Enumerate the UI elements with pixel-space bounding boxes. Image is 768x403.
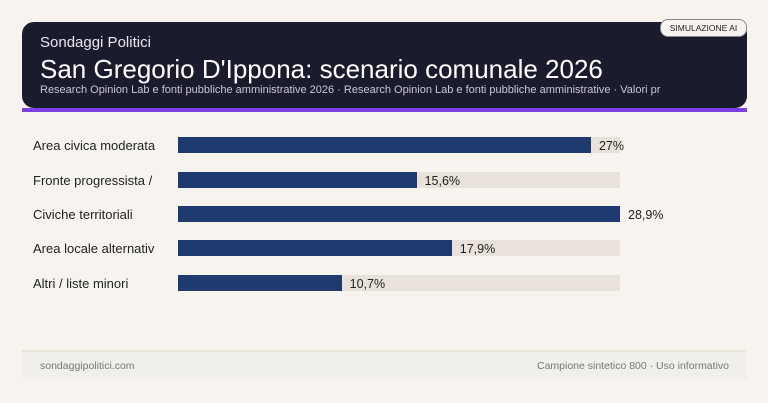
subtitle: Research Opinion Lab e fonti pubbliche a… <box>40 84 661 96</box>
bar <box>178 275 342 291</box>
bar <box>178 240 452 256</box>
footer-site: sondaggipolitici.com <box>40 360 135 372</box>
category-label: Fronte progressista / <box>33 173 153 188</box>
bar <box>178 137 591 153</box>
value-label: 28,9% <box>628 208 664 222</box>
accent-bar <box>22 108 747 112</box>
footer: sondaggipolitici.com Campione sintetico … <box>22 350 747 379</box>
category-label: Area locale alternativ <box>33 241 155 256</box>
header-panel <box>22 22 747 108</box>
page-title: San Gregorio D'Ippona: scenario comunale… <box>40 54 603 84</box>
simulation-badge: SIMULAZIONE AI <box>660 19 747 37</box>
category-label: Altri / liste minori <box>33 276 129 291</box>
value-label: 10,7% <box>349 277 386 291</box>
footer-note: Campione sintetico 800 · Uso informativo <box>536 360 729 372</box>
bar <box>178 172 417 188</box>
value-label: 15,6% <box>424 174 461 188</box>
kicker: Sondaggi Politici <box>40 34 151 51</box>
category-label: Area civica moderata <box>33 138 156 153</box>
value-label: 17,9% <box>459 242 496 256</box>
bar <box>178 206 620 222</box>
value-label: 27% <box>598 139 624 153</box>
category-label: Civiche territoriali <box>33 207 133 222</box>
